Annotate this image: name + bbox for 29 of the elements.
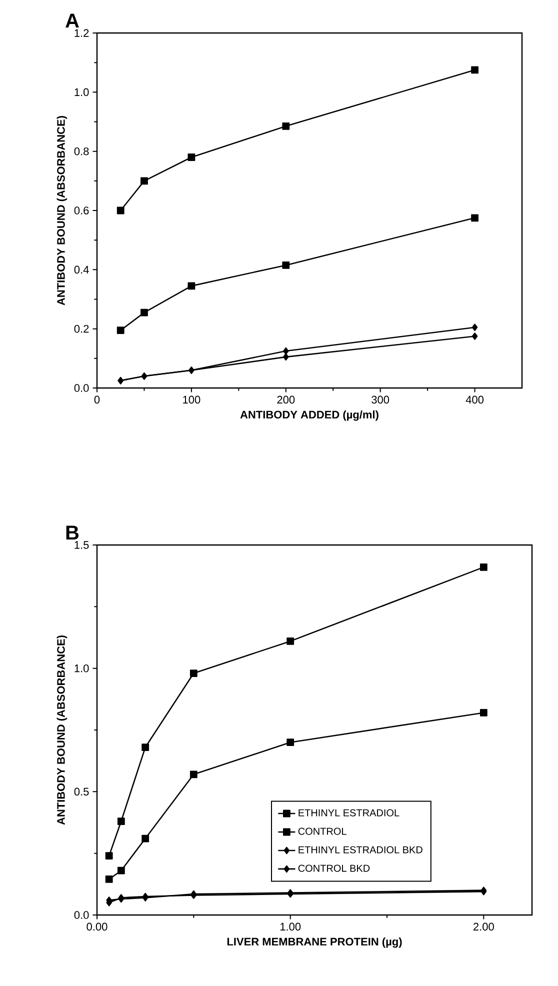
y-tick-label: 0.5 [74, 788, 89, 796]
legend-label: CONTROL [298, 828, 346, 835]
y-tick-label: 0.8 [74, 147, 89, 156]
x-tick-label: 200 [277, 396, 295, 404]
x-tick-label: 300 [372, 396, 390, 404]
x-tick-label: 2.00 [474, 922, 494, 931]
y-tick-label: 0.0 [74, 384, 89, 392]
y-tick-label: 0.2 [74, 324, 89, 333]
chart-title: B [66, 526, 79, 540]
x-tick-label: 0 [94, 396, 100, 404]
legend-label: ETHINYL ESTRADIOL BKD [298, 846, 422, 854]
x-tick-label: 1.00 [280, 922, 301, 931]
x-tick-label: 0.00 [86, 922, 108, 931]
y-tick-label: 0.6 [74, 206, 89, 214]
x-axis-title: ANTIBODY ADDED (µg/ml) [240, 410, 378, 421]
x-axis-title: LIVER MEMBRANE PROTEIN (µg) [227, 937, 402, 948]
y-tick-label: 1.0 [74, 88, 89, 96]
legend-label: ETHINYL ESTRADIOL [298, 809, 400, 816]
legend-label: CONTROL BKD [298, 864, 370, 872]
y-tick-label: 0.0 [74, 911, 89, 919]
x-tick-label: 400 [466, 396, 484, 404]
y-axis-title: ANTIBODY BOUND (ABSORBANCE) [56, 116, 68, 306]
chart-title: A [66, 14, 79, 28]
y-tick-label: 0.4 [74, 266, 89, 274]
y-tick-label: 1.2 [74, 29, 89, 37]
x-tick-label: 100 [183, 396, 200, 404]
y-axis-title: ANTIBODY BOUND (ABSORBANCE) [56, 636, 68, 825]
y-tick-label: 1.0 [74, 664, 89, 672]
y-tick-label: 1.5 [74, 541, 89, 549]
